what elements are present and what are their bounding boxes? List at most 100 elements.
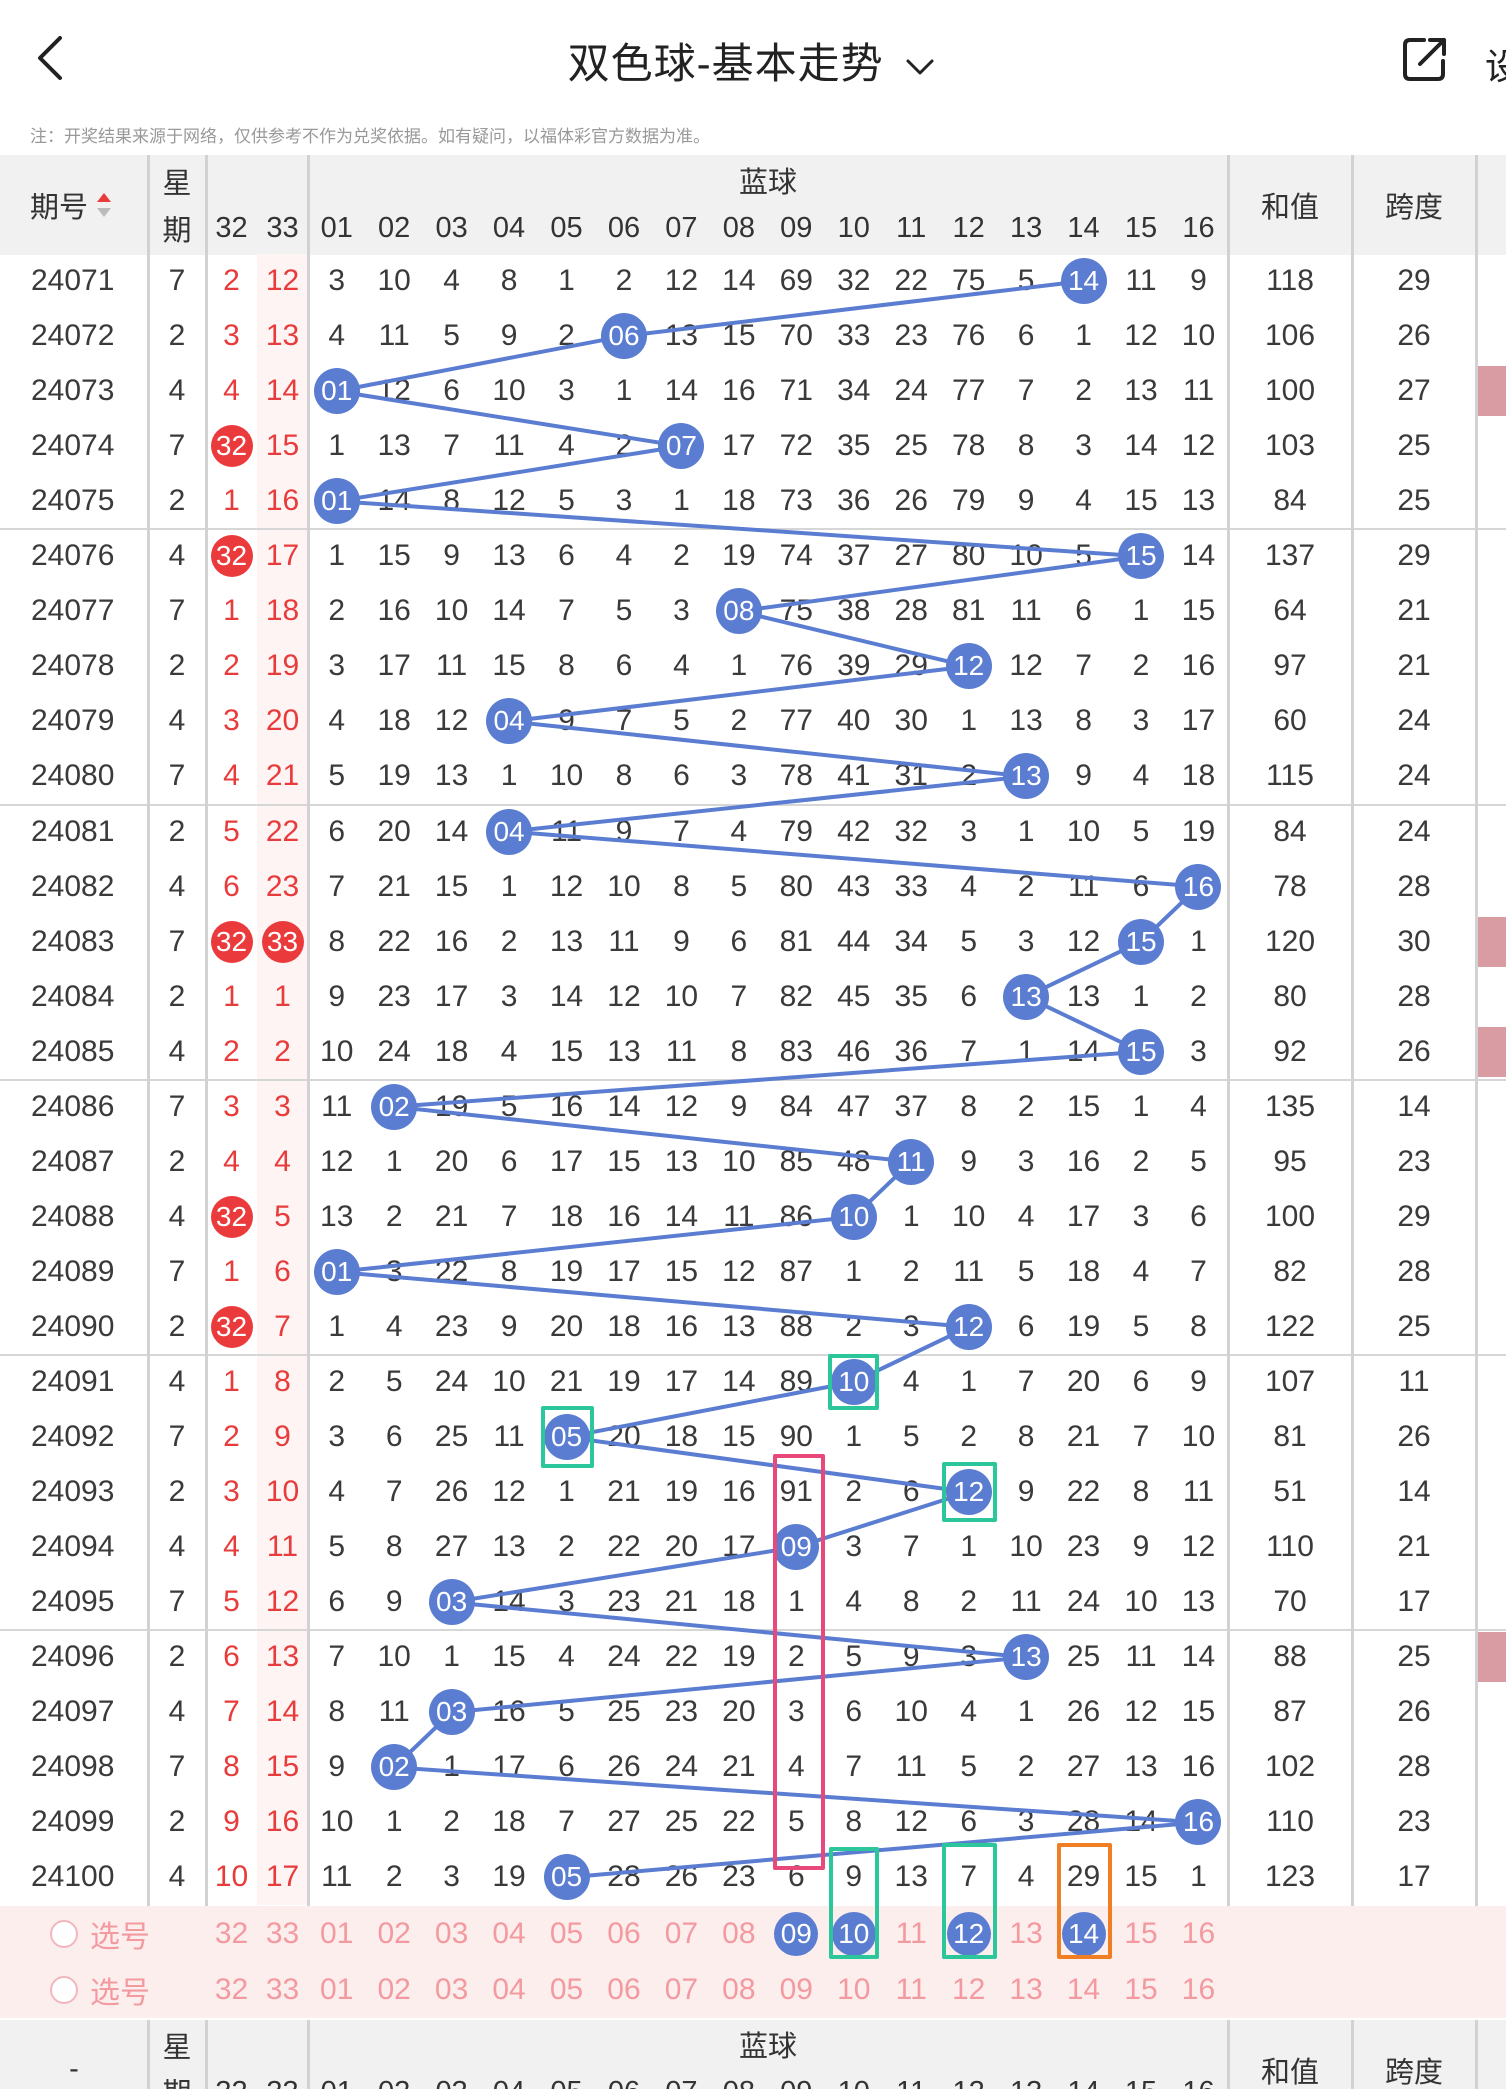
sort-icon[interactable] bbox=[96, 190, 112, 220]
row-blue-cell: 16 bbox=[722, 374, 756, 408]
row-blue-cell: 77 bbox=[951, 374, 986, 408]
row-blue-cell: 23 bbox=[664, 1695, 699, 1729]
selected-blue-ball[interactable]: 10 bbox=[831, 1911, 876, 1956]
row-blue-cell: 14 bbox=[1124, 1805, 1158, 1839]
row-sum: 82 bbox=[1273, 1254, 1307, 1288]
row-r32: 1 bbox=[223, 594, 240, 628]
row-issue: 24083 bbox=[31, 924, 115, 958]
selected-blue-ball[interactable]: 09 bbox=[774, 1911, 819, 1956]
row-week: 2 bbox=[168, 319, 186, 353]
row-blue-cell: 10 bbox=[1181, 319, 1216, 353]
header-blue-col: 09 bbox=[780, 211, 813, 244]
row-blue-cell: 12 bbox=[1181, 429, 1216, 463]
row-blue-cell: 9 bbox=[385, 1585, 403, 1619]
row-blue-cell: 2 bbox=[845, 1475, 863, 1509]
row-blue-cell: 1 bbox=[960, 1530, 977, 1564]
row-blue-cell: 6 bbox=[673, 759, 690, 793]
r33-bg bbox=[257, 254, 308, 309]
row-blue-cell: 9 bbox=[328, 1750, 346, 1784]
row-issue: 24086 bbox=[31, 1089, 115, 1123]
select-radio[interactable] bbox=[50, 1975, 78, 2004]
row-blue-cell: 15 bbox=[607, 1144, 641, 1178]
column-divider bbox=[1475, 2019, 1478, 2089]
row-blue-cell: 22 bbox=[894, 264, 928, 297]
row-blue-cell: 1 bbox=[1075, 319, 1092, 353]
row-blue-cell: 39 bbox=[837, 649, 871, 683]
header-blue-col: 15 bbox=[1124, 211, 1158, 244]
select-radio[interactable] bbox=[50, 1919, 78, 1948]
row-blue-cell: 3 bbox=[673, 594, 690, 628]
row-blue-cell: 15 bbox=[492, 1640, 526, 1674]
select-num: 08 bbox=[722, 1916, 756, 1950]
row-blue-cell: 1 bbox=[730, 649, 748, 683]
row-blue-cell: 26 bbox=[894, 484, 928, 518]
row-blue-cell: 1 bbox=[960, 704, 977, 738]
row-blue-cell: 21 bbox=[434, 1199, 469, 1233]
footer-issue: - bbox=[69, 2053, 79, 2085]
selected-blue-ball[interactable]: 14 bbox=[1061, 1911, 1106, 1956]
row-r33: 8 bbox=[274, 1365, 291, 1398]
page-title[interactable]: 双色球-基本走势 bbox=[0, 30, 1506, 91]
footer-blue-col: 13 bbox=[997, 2070, 1054, 2089]
row-blue-cell: 27 bbox=[607, 1805, 641, 1839]
row-blue-cell: 45 bbox=[837, 979, 871, 1013]
row-marker bbox=[1478, 916, 1506, 967]
row-blue-cell: 10 bbox=[1009, 1530, 1043, 1564]
row-blue-cell: 7 bbox=[673, 814, 690, 848]
row-blue-cell: 5 bbox=[558, 1695, 575, 1729]
share-icon[interactable] bbox=[1400, 34, 1450, 84]
row-marker bbox=[1478, 1632, 1506, 1683]
row-blue-cell: 5 bbox=[328, 759, 346, 793]
row-blue-cell: 9 bbox=[500, 1309, 518, 1343]
row-blue-cell: 24 bbox=[894, 374, 928, 408]
row-blue-cell: 12 bbox=[1181, 1530, 1216, 1564]
row-blue-cell: 16 bbox=[434, 924, 469, 958]
back-icon[interactable] bbox=[30, 30, 74, 86]
row-blue-cell: 31 bbox=[894, 759, 928, 793]
row-blue-cell: 48 bbox=[837, 1144, 871, 1178]
row-blue-cell: 13 bbox=[607, 1034, 641, 1068]
row-issue: 24096 bbox=[31, 1640, 115, 1674]
row-blue-cell: 26 bbox=[1066, 1695, 1101, 1729]
row-blue-cell: 17 bbox=[1181, 704, 1216, 738]
row-blue-cell: 23 bbox=[434, 1309, 469, 1343]
row-blue-cell: 12 bbox=[1066, 924, 1101, 958]
red-ball: 33 bbox=[261, 920, 304, 963]
row-issue: 24092 bbox=[31, 1420, 115, 1454]
row-span: 14 bbox=[1397, 1089, 1431, 1123]
row-blue-cell: 4 bbox=[673, 649, 690, 683]
row-blue-cell: 7 bbox=[730, 979, 748, 1013]
row-span: 21 bbox=[1397, 1530, 1431, 1564]
row-blue-cell: 33 bbox=[837, 319, 871, 353]
row-blue-cell: 6 bbox=[328, 814, 346, 848]
row-blue-cell: 37 bbox=[894, 1089, 928, 1123]
row-blue-cell: 1 bbox=[385, 1805, 403, 1839]
row-blue-cell: 7 bbox=[385, 1475, 403, 1509]
blue-ball: 16 bbox=[1175, 863, 1222, 910]
row-blue-cell: 8 bbox=[1190, 1309, 1207, 1343]
row-issue: 24085 bbox=[31, 1034, 115, 1068]
row-blue-cell: 1 bbox=[960, 1365, 977, 1398]
row-sum: 51 bbox=[1273, 1475, 1307, 1509]
row-blue-cell: 9 bbox=[902, 1640, 920, 1674]
row-blue-cell: 13 bbox=[320, 1199, 354, 1233]
row-blue-cell: 23 bbox=[894, 319, 928, 353]
r33-bg bbox=[257, 364, 308, 420]
row-blue-cell: 6 bbox=[1075, 594, 1092, 628]
row-blue-cell: 16 bbox=[492, 1695, 526, 1729]
selected-blue-ball[interactable]: 12 bbox=[946, 1911, 991, 1956]
row-blue-cell: 12 bbox=[607, 979, 641, 1013]
row-blue-cell: 35 bbox=[894, 979, 928, 1013]
row-blue-cell: 11 bbox=[550, 814, 583, 848]
row-blue-cell: 1 bbox=[1017, 814, 1035, 848]
row-blue-cell: 35 bbox=[837, 429, 871, 463]
row-blue-cell: 12 bbox=[549, 869, 584, 903]
row-blue-cell: 69 bbox=[779, 264, 813, 297]
row-blue-cell: 18 bbox=[607, 1309, 641, 1343]
row-issue: 24097 bbox=[31, 1695, 115, 1729]
row-r33: 22 bbox=[265, 814, 300, 848]
row-sum: 81 bbox=[1273, 1420, 1307, 1454]
row-r32: 8 bbox=[223, 1750, 240, 1784]
settings-link[interactable]: 设 bbox=[1485, 46, 1506, 87]
